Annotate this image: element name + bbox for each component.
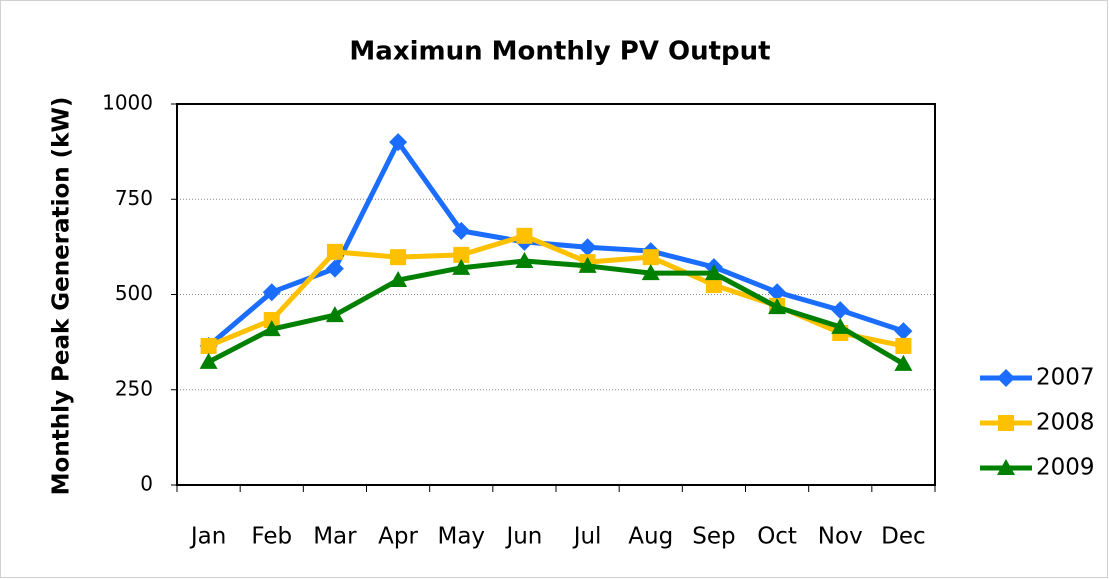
data-point: [642, 249, 659, 266]
data-point: [705, 276, 722, 293]
chart-title: Maximun Monthly PV Output: [349, 37, 770, 67]
x-tick-label: Apr: [378, 524, 418, 550]
x-tick-label: Jun: [504, 524, 542, 550]
data-point: [578, 238, 597, 257]
data-point: [390, 249, 407, 266]
series-line: [206, 139, 905, 348]
y-tick-label: 750: [115, 186, 153, 210]
data-point: [452, 221, 471, 240]
data-point: [831, 317, 850, 334]
data-point: [515, 251, 534, 268]
data-point: [894, 354, 913, 371]
legend-label: 2008: [1036, 410, 1095, 436]
x-tick-label: Mar: [313, 524, 357, 550]
data-point: [325, 259, 344, 278]
data-point: [768, 298, 787, 315]
data-point: [389, 133, 408, 152]
y-tick-label: 1000: [102, 91, 153, 115]
legend-marker: [997, 369, 1015, 387]
data-point: [389, 271, 408, 288]
data-point: [262, 320, 281, 337]
legend-label: 2009: [1036, 455, 1095, 481]
x-tick-label: Feb: [251, 524, 292, 550]
x-tick-label: Oct: [757, 524, 797, 550]
x-tick-label: Sep: [692, 524, 735, 550]
x-tick-label: May: [437, 524, 485, 550]
legend-label: 2007: [1036, 365, 1095, 391]
data-point: [263, 312, 280, 329]
y-axis-title: Monthly Peak Generation (kW): [49, 97, 75, 496]
x-tick-label: Jul: [572, 524, 602, 550]
data-point: [452, 258, 471, 275]
data-point: [200, 337, 217, 354]
x-tick-label: Jan: [189, 524, 226, 550]
data-point: [199, 352, 218, 369]
y-tick-label: 0: [140, 472, 153, 496]
y-tick-label: 250: [115, 376, 153, 400]
x-tick-label: Aug: [628, 524, 673, 550]
data-point: [516, 227, 533, 244]
x-tick-label: Dec: [881, 524, 926, 550]
data-point: [578, 256, 597, 273]
data-point: [831, 301, 850, 320]
data-point: [453, 246, 470, 263]
y-tick-label: 500: [115, 281, 153, 305]
data-point: [326, 243, 343, 260]
legend-marker: [998, 415, 1014, 431]
data-point: [768, 283, 787, 302]
series-line: [207, 258, 905, 366]
legend-marker: [997, 459, 1015, 475]
data-point: [641, 264, 660, 281]
data-point: [325, 306, 344, 323]
data-point: [704, 264, 723, 281]
data-point: [895, 337, 912, 354]
x-tick-label: Nov: [818, 524, 863, 550]
data-point: [894, 322, 913, 341]
data-point: [262, 283, 281, 302]
